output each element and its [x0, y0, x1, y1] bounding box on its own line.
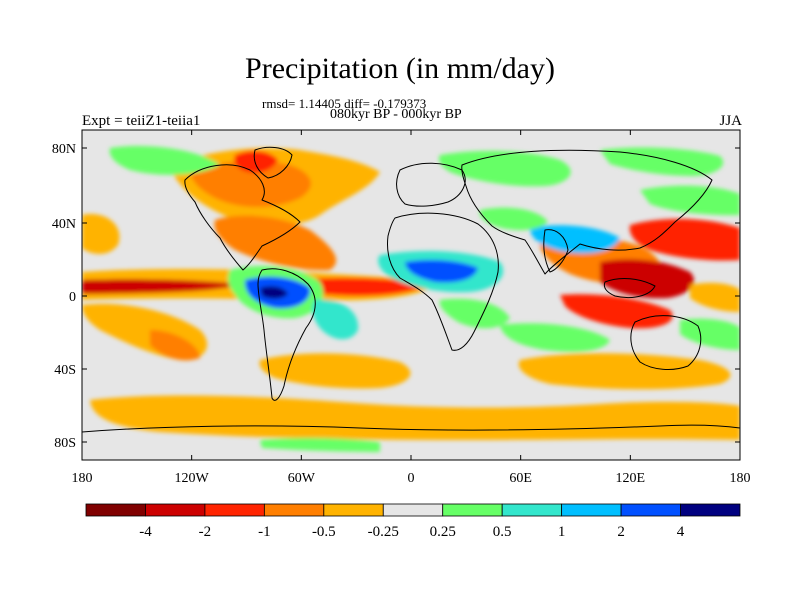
colorbar-swatch	[680, 503, 741, 517]
south-america-outline	[257, 268, 316, 401]
colorbar-swatch	[85, 503, 146, 517]
lon-tick-label: 60W	[288, 471, 316, 486]
colorbar-label: -4	[139, 524, 152, 540]
map-axis-ticks: 180 120W 60W 0 60E 120E 180 80N 40N 0 40S 80S	[52, 130, 751, 486]
africa-outline	[387, 212, 499, 351]
plot-title: Precipitation (in mm/day)	[245, 52, 555, 85]
stats-text: rmsd= 1.14405 diff= -0.179373	[262, 96, 427, 111]
lon-tick-label: 180	[72, 471, 93, 486]
colorbar-label: 2	[617, 524, 625, 540]
colorbar-label: 4	[677, 524, 685, 540]
east-africa-wetting	[439, 298, 510, 329]
colorbar-label: 1	[558, 524, 566, 540]
period-subtitle: 080kyr BP - 000kyr BP	[330, 107, 462, 122]
north-america-outline	[184, 164, 301, 271]
eurasia-wetting	[438, 150, 571, 187]
indian-ocean-drying	[560, 294, 673, 329]
india-outline	[543, 229, 569, 273]
colorbar-label: -0.5	[312, 524, 336, 540]
lon-tick-label: 120W	[175, 471, 210, 486]
pacific-itcz-core	[82, 279, 240, 294]
south-atlantic-wetting	[312, 299, 359, 340]
africa-wetting-core	[405, 260, 478, 283]
colorbar-swatch	[442, 503, 503, 517]
lat-tick-label: 40S	[54, 363, 76, 378]
colorbar-swatch	[323, 503, 384, 517]
maritime-continent-outline	[603, 278, 656, 299]
lat-tick-label: 80S	[54, 436, 76, 451]
south-america-deep-wetting	[260, 286, 288, 299]
colorbar-swatch	[263, 503, 325, 517]
west-pacific-drying	[629, 218, 740, 261]
positive-anomaly-regions	[109, 145, 740, 452]
colorbar-swatch	[620, 503, 681, 517]
antarctica-outline	[82, 424, 740, 433]
lat-tick-label: 80N	[52, 142, 76, 157]
maritime-continent-drying	[600, 259, 694, 299]
antarctic-wetting	[260, 437, 380, 452]
north-america-drying	[214, 215, 337, 271]
colorbar-label: 0.25	[430, 524, 456, 540]
lon-tick-label: 0	[408, 471, 415, 486]
colorbar-swatch	[145, 503, 206, 517]
colorbar-label: 0.5	[493, 524, 512, 540]
indian-ocean-wetting	[530, 225, 620, 254]
south-pacific-wetting	[680, 318, 740, 350]
greenland-outline	[253, 146, 293, 179]
lat-tick-label: 40N	[52, 217, 76, 232]
lon-tick-label: 60E	[509, 471, 532, 486]
lat-tick-label: 0	[69, 290, 76, 305]
asia-outline	[461, 149, 713, 275]
colorbar-swatch	[561, 503, 622, 517]
negative-anomaly-regions	[82, 148, 740, 440]
west-pacific-drying-2	[690, 282, 740, 312]
southern-ocean-wetting	[500, 323, 610, 352]
colorbar-label: -0.25	[368, 524, 399, 540]
north-pacific-drying	[82, 214, 120, 254]
colorbar-swatch	[501, 503, 563, 517]
southern-band-drying	[259, 353, 411, 389]
lon-tick-label: 120E	[616, 471, 646, 486]
season-label: JJA	[719, 113, 742, 129]
colorbar-label: -1	[258, 524, 271, 540]
europe-outline	[396, 162, 466, 207]
lon-tick-label: 180	[730, 471, 751, 486]
colorbar-label: -2	[199, 524, 212, 540]
north-pacific-wetting	[640, 185, 740, 216]
arctic-wetting	[109, 145, 220, 175]
australia-outline	[630, 315, 702, 370]
colorbar: -4 -2 -1 -0.5 -0.25 0.25 0.5 1 2 4	[85, 503, 741, 540]
greenland-drying	[234, 150, 278, 173]
coastlines	[82, 146, 740, 433]
experiment-label: Expt = teiiZ1-teiia1	[82, 113, 201, 129]
south-pacific-drying-core	[150, 330, 200, 361]
atlantic-itcz-drying	[300, 277, 430, 296]
arabian-sea-wetting	[479, 207, 548, 231]
map-panel: 180 120W 60W 0 60E 120E 180 80N 40N 0 40S 80S	[52, 129, 751, 486]
colorbar-swatch	[204, 503, 265, 517]
precip-anomaly-fields	[82, 145, 740, 452]
southern-indian-drying	[518, 353, 731, 390]
colorbar-swatch	[382, 503, 444, 517]
